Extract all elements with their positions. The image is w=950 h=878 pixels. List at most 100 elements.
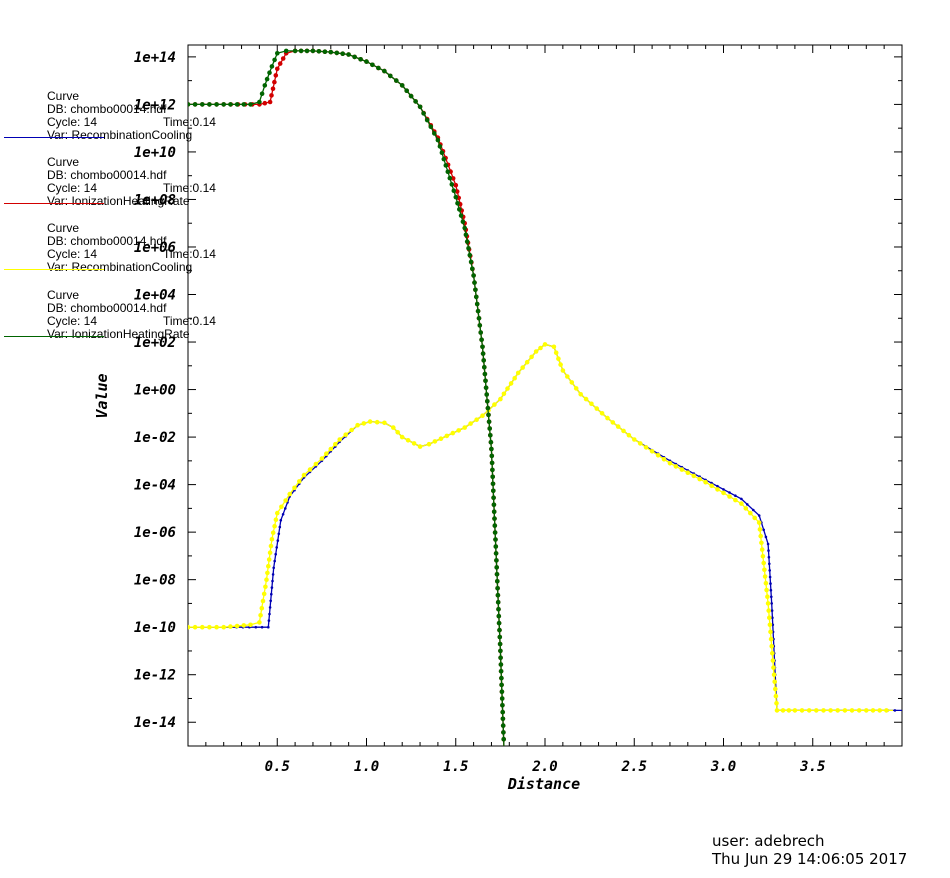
data-point bbox=[421, 111, 426, 116]
data-point bbox=[485, 399, 490, 404]
data-point bbox=[439, 150, 445, 155]
data-point bbox=[214, 102, 219, 107]
legend-swatch bbox=[4, 203, 104, 204]
data-point bbox=[893, 709, 897, 712]
x-axis-label: Distance bbox=[507, 775, 580, 793]
data-point bbox=[337, 437, 343, 442]
data-point bbox=[266, 557, 272, 562]
data-point bbox=[610, 420, 616, 425]
data-point bbox=[493, 551, 499, 556]
data-point bbox=[460, 219, 466, 225]
data-point bbox=[457, 207, 462, 212]
y-tick-label: 1e+06 bbox=[134, 240, 176, 256]
data-point bbox=[445, 169, 451, 174]
data-point bbox=[752, 508, 755, 512]
data-point bbox=[471, 273, 476, 278]
series-markers-4 bbox=[188, 48, 507, 742]
series-markers-2 bbox=[188, 48, 507, 742]
data-point bbox=[508, 381, 514, 386]
y-tick-label: 1e-04 bbox=[134, 478, 176, 494]
data-point bbox=[884, 708, 889, 713]
data-point bbox=[259, 91, 265, 96]
data-point bbox=[496, 620, 502, 626]
data-point bbox=[437, 144, 443, 149]
data-point bbox=[500, 709, 506, 715]
data-point bbox=[768, 636, 774, 642]
data-point bbox=[474, 301, 480, 307]
data-point bbox=[594, 406, 600, 411]
data-point bbox=[364, 59, 369, 64]
data-point bbox=[482, 364, 487, 370]
data-point bbox=[476, 316, 482, 321]
data-point bbox=[773, 693, 779, 699]
data-point bbox=[490, 481, 496, 487]
data-point bbox=[806, 708, 812, 713]
data-point bbox=[533, 349, 539, 354]
data-point bbox=[767, 615, 772, 620]
data-point bbox=[691, 473, 697, 479]
data-point bbox=[722, 488, 725, 491]
data-point bbox=[499, 696, 505, 701]
legend-var: Var: RecombinationCooling bbox=[47, 128, 193, 142]
legend-curve-label: Curve bbox=[47, 89, 80, 103]
data-point bbox=[768, 562, 771, 566]
y-tick-label: 1e+10 bbox=[134, 145, 176, 161]
data-point bbox=[283, 48, 289, 54]
data-point bbox=[771, 623, 775, 627]
data-point bbox=[771, 672, 777, 677]
data-point bbox=[739, 501, 744, 506]
series-line-3 bbox=[188, 343, 894, 712]
data-point bbox=[494, 558, 499, 563]
legend-cycle: Cycle: 14 bbox=[47, 115, 98, 129]
data-point bbox=[270, 530, 276, 535]
legend-db: DB: chombo00014.hdf bbox=[47, 168, 167, 182]
data-point bbox=[767, 622, 773, 628]
x-tick-label: 2.0 bbox=[531, 759, 557, 775]
data-point bbox=[324, 451, 329, 457]
data-point bbox=[697, 476, 702, 482]
data-point bbox=[780, 708, 786, 713]
data-point bbox=[269, 64, 275, 69]
data-point bbox=[500, 703, 505, 708]
data-point bbox=[443, 163, 449, 168]
data-point bbox=[221, 624, 226, 630]
footer: user: adebrech Thu Jun 29 14:06:05 2017 bbox=[712, 832, 907, 868]
data-point bbox=[467, 252, 473, 258]
y-tick-label: 1e+14 bbox=[134, 50, 176, 66]
data-point bbox=[265, 570, 270, 576]
data-point bbox=[553, 350, 559, 356]
data-point bbox=[842, 708, 848, 713]
data-point bbox=[493, 544, 499, 549]
data-point bbox=[458, 213, 464, 218]
data-point bbox=[560, 368, 566, 373]
data-point bbox=[273, 517, 279, 522]
x-tick-label: 2.5 bbox=[621, 759, 647, 775]
data-point bbox=[661, 457, 667, 462]
footer-date: Thu Jun 29 14:06:05 2017 bbox=[712, 850, 908, 868]
data-point bbox=[679, 467, 685, 472]
legend-entry: Curve DB: chombo00014.hdf Cycle: 14 Time:0.… bbox=[0, 289, 240, 349]
data-point bbox=[267, 625, 270, 629]
data-point bbox=[489, 453, 495, 459]
data-point bbox=[280, 56, 286, 61]
data-point bbox=[605, 415, 610, 421]
data-point bbox=[391, 425, 396, 430]
data-point bbox=[489, 460, 495, 466]
legend-db: DB: chombo00014.hdf bbox=[47, 234, 167, 248]
data-point bbox=[273, 559, 277, 563]
y-tick-label: 1e-02 bbox=[134, 430, 176, 446]
data-point bbox=[673, 464, 679, 469]
y-tick-label: 1e-10 bbox=[134, 620, 176, 636]
data-point bbox=[234, 623, 240, 629]
data-point bbox=[487, 426, 493, 431]
data-point bbox=[268, 606, 272, 609]
series-line-4 bbox=[188, 50, 505, 746]
data-point bbox=[565, 374, 570, 379]
data-point bbox=[432, 131, 437, 136]
data-point bbox=[770, 658, 776, 663]
data-point bbox=[207, 102, 212, 107]
data-point bbox=[538, 345, 543, 351]
data-point bbox=[470, 266, 475, 272]
data-point bbox=[310, 48, 316, 54]
legend-var: Var: IonizationHeatingRate bbox=[47, 327, 190, 341]
